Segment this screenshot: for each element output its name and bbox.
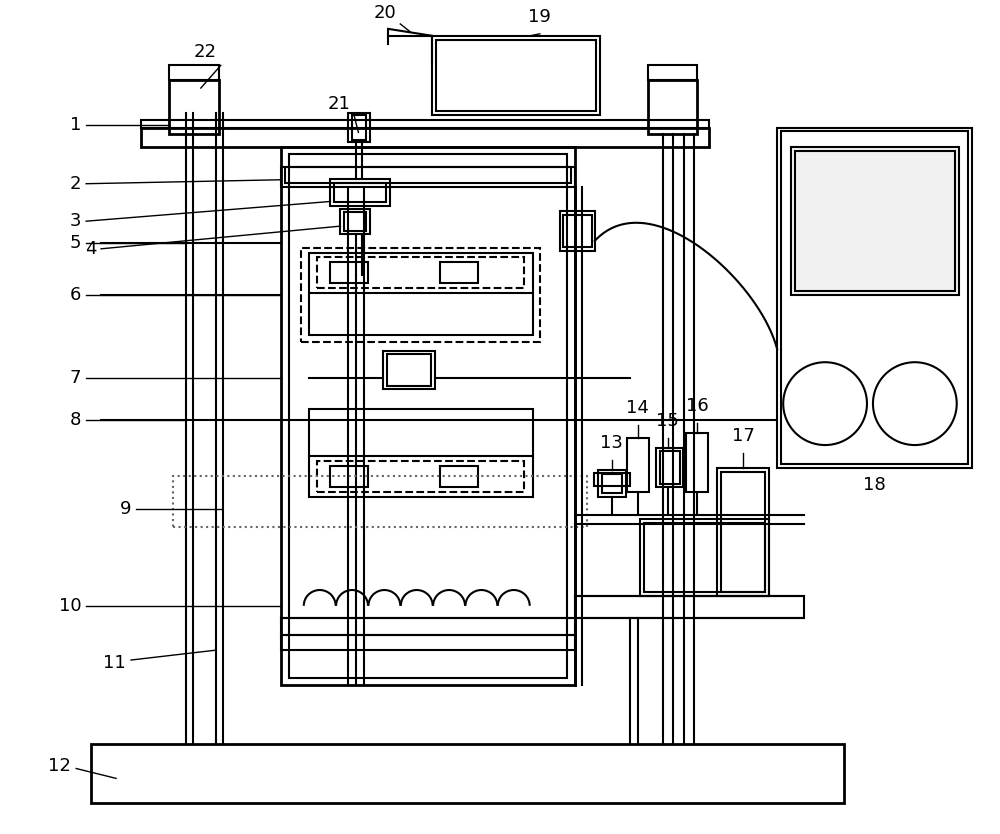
Bar	[330, 465, 368, 487]
Bar	[91, 744, 844, 803]
Bar	[602, 474, 622, 494]
Bar	[387, 354, 431, 386]
Text: 16: 16	[686, 398, 709, 415]
Bar	[594, 473, 630, 486]
Bar	[686, 433, 708, 492]
Text: 22: 22	[194, 43, 217, 62]
Bar	[340, 209, 370, 234]
Bar	[334, 183, 386, 203]
Text: 3: 3	[70, 212, 81, 230]
Bar	[721, 472, 765, 592]
Bar	[141, 119, 709, 128]
Bar	[281, 618, 575, 636]
Text: 2: 2	[70, 174, 81, 193]
Bar	[330, 178, 390, 206]
Bar	[777, 128, 972, 468]
Bar	[281, 636, 575, 651]
Bar	[560, 211, 595, 251]
Bar	[309, 253, 533, 334]
Bar	[348, 113, 370, 143]
Bar	[141, 128, 709, 148]
Bar	[656, 448, 683, 487]
Bar	[781, 132, 968, 464]
Text: 20: 20	[374, 4, 396, 22]
Text: 8: 8	[70, 411, 81, 430]
Bar	[563, 215, 592, 247]
Bar	[289, 154, 567, 678]
Bar	[648, 65, 697, 80]
Text: 11: 11	[103, 654, 126, 672]
Bar	[795, 151, 955, 291]
Bar	[317, 461, 524, 492]
Bar	[440, 262, 478, 284]
Bar	[285, 167, 571, 183]
Bar	[436, 40, 596, 111]
Bar	[383, 351, 435, 389]
Bar	[344, 213, 366, 231]
Bar	[281, 167, 575, 187]
Text: 5: 5	[70, 234, 81, 252]
Bar	[791, 148, 959, 295]
Text: 7: 7	[70, 369, 81, 387]
Text: 4: 4	[85, 240, 96, 258]
Bar	[169, 80, 219, 134]
Bar	[598, 470, 626, 497]
Bar	[281, 148, 575, 685]
Text: 14: 14	[626, 399, 649, 418]
Text: 15: 15	[656, 412, 679, 430]
Text: 12: 12	[48, 756, 71, 775]
Bar	[309, 409, 533, 497]
Bar	[660, 451, 680, 485]
Text: 21: 21	[328, 95, 350, 113]
Text: 1: 1	[70, 116, 81, 133]
Bar	[440, 465, 478, 487]
Bar	[317, 257, 524, 289]
Text: 6: 6	[70, 286, 81, 304]
Bar	[627, 438, 649, 492]
Text: 19: 19	[528, 8, 551, 26]
Bar	[644, 523, 765, 592]
Bar	[330, 262, 368, 284]
Bar	[575, 596, 804, 618]
Bar	[352, 115, 366, 140]
Bar	[648, 80, 697, 134]
Bar	[432, 36, 600, 115]
Bar	[640, 519, 769, 596]
Text: 17: 17	[732, 427, 755, 445]
Bar	[169, 65, 219, 80]
Bar	[301, 248, 540, 341]
Text: 10: 10	[59, 597, 81, 615]
Bar	[173, 475, 587, 527]
Bar	[717, 468, 769, 596]
Text: 13: 13	[600, 434, 623, 452]
Text: 9: 9	[120, 500, 131, 518]
Text: 18: 18	[863, 475, 885, 494]
